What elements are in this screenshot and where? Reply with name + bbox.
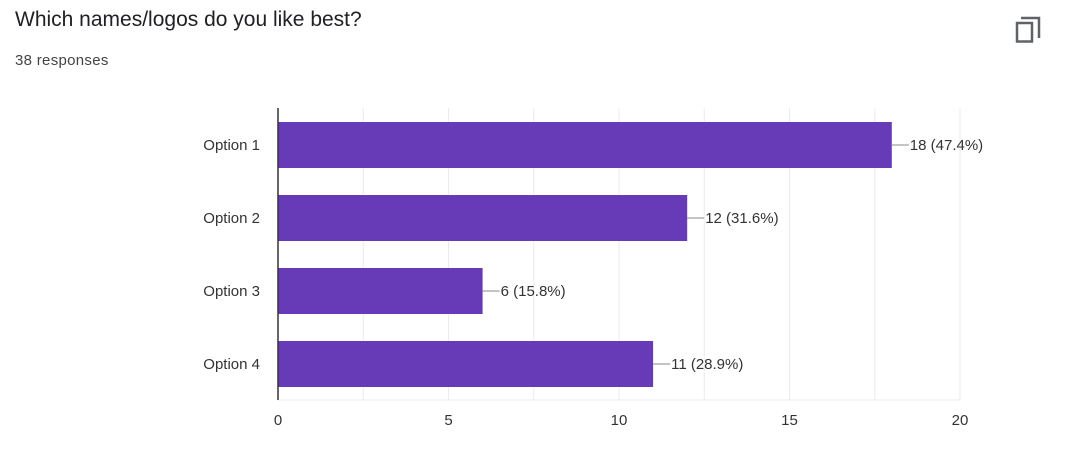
bar xyxy=(278,195,688,241)
category-label: Option 1 xyxy=(203,137,260,154)
x-tick-label: 10 xyxy=(611,412,628,429)
category-label: Option 3 xyxy=(203,283,260,300)
question-title: Which names/logos do you like best? xyxy=(15,8,362,31)
bar xyxy=(278,122,892,168)
category-label: Option 4 xyxy=(203,356,260,373)
x-tick-label: 5 xyxy=(444,412,452,429)
x-tick-label: 15 xyxy=(781,412,798,429)
copy-icon xyxy=(1015,16,1041,43)
copy-chart-button[interactable] xyxy=(1008,8,1048,48)
data-label: 11 (28.9%) xyxy=(671,356,743,373)
data-label: 12 (31.6%) xyxy=(705,210,778,227)
response-count: 38 responses xyxy=(15,52,109,69)
category-label: Option 2 xyxy=(203,210,260,227)
data-label: 18 (47.4%) xyxy=(910,137,983,154)
x-tick-label: 0 xyxy=(274,412,282,429)
bar xyxy=(278,268,483,314)
bar xyxy=(278,341,654,387)
data-label: 6 (15.8%) xyxy=(501,283,566,300)
x-tick-label: 20 xyxy=(952,412,969,429)
